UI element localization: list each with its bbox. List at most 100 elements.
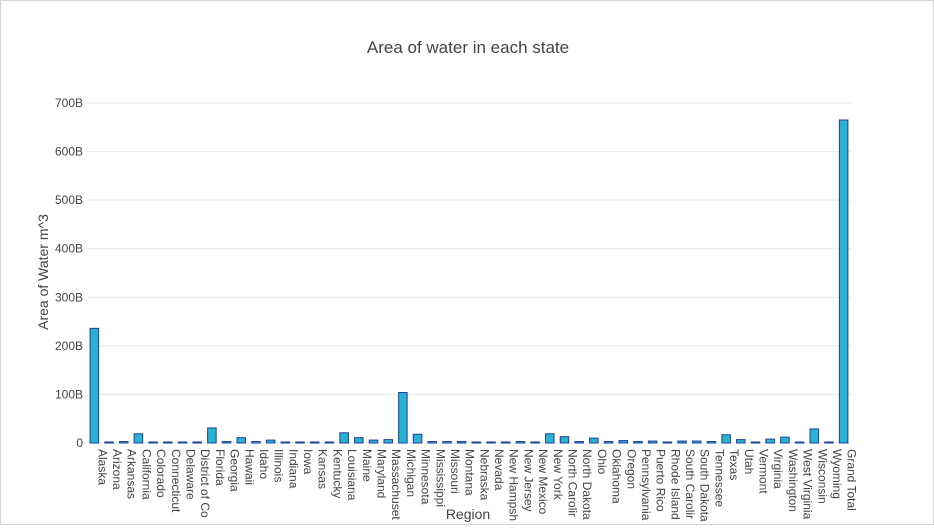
x-axis: Alaska Arizona Arkansas California Colorado C… — [95, 449, 858, 522]
x-tick-label: South Carolir — [683, 449, 697, 519]
y-tick-label: 200B — [55, 339, 83, 353]
x-tick-label: Maryland — [375, 449, 389, 498]
y-tick-label: 300B — [55, 290, 83, 304]
bar[interactable] — [780, 436, 790, 444]
bar[interactable] — [104, 441, 114, 444]
bar[interactable] — [633, 441, 643, 444]
x-tick-label: Oregon — [624, 449, 638, 489]
bar[interactable] — [545, 433, 555, 444]
x-tick-label: South Dakota — [698, 449, 712, 522]
bar[interactable] — [574, 441, 584, 444]
bar[interactable] — [265, 439, 276, 444]
x-tick-label: Nebraska — [477, 449, 491, 501]
bar[interactable] — [794, 441, 805, 444]
x-tick-label: Utah — [742, 449, 756, 474]
bar[interactable] — [383, 439, 393, 444]
x-tick-label: Missouri — [448, 449, 462, 494]
bar[interactable] — [721, 434, 731, 444]
bar[interactable] — [824, 441, 834, 444]
bar[interactable] — [412, 433, 423, 444]
x-tick-label: New Mexico — [536, 449, 550, 515]
x-tick-label: Arkansas — [125, 449, 139, 499]
x-tick-label: Rhode Island — [668, 449, 682, 520]
bar[interactable] — [280, 441, 291, 444]
bar[interactable] — [309, 441, 320, 444]
x-tick-label: Kentucky — [330, 449, 344, 498]
bar[interactable] — [118, 441, 129, 444]
bar[interactable] — [559, 436, 570, 444]
grid — [87, 102, 851, 444]
bar[interactable] — [838, 119, 849, 444]
chart-title: Area of water in each state — [367, 38, 569, 57]
bar[interactable] — [618, 440, 629, 444]
bar[interactable] — [486, 441, 496, 444]
bar[interactable] — [295, 441, 305, 444]
y-axis-title: Area of Water m^3 — [35, 214, 51, 330]
x-tick-label: California — [139, 449, 153, 500]
x-tick-label: Wyoming — [830, 449, 844, 499]
bar[interactable] — [662, 441, 673, 444]
x-tick-label: Indiana — [286, 449, 300, 489]
bar[interactable] — [706, 441, 717, 444]
x-tick-label: Florida — [213, 449, 227, 486]
x-tick-label: Mississippi — [433, 449, 447, 507]
bar[interactable] — [89, 327, 100, 444]
bar[interactable] — [163, 441, 173, 444]
bar[interactable] — [354, 437, 364, 444]
bar[interactable] — [236, 437, 247, 444]
bar[interactable] — [148, 441, 158, 444]
bar[interactable] — [736, 439, 746, 444]
x-tick-label: Idaho — [257, 449, 271, 479]
bar[interactable] — [133, 433, 144, 444]
x-tick-label: Grand Total — [845, 449, 859, 511]
bar[interactable] — [427, 441, 438, 444]
x-tick-label: Wisconsin — [815, 449, 829, 504]
bar[interactable] — [515, 441, 526, 444]
bar[interactable] — [647, 440, 658, 444]
x-tick-label: Puerto Rico — [654, 449, 668, 512]
x-tick-label: West Virginia — [801, 449, 815, 520]
bar[interactable] — [471, 441, 482, 444]
bar[interactable] — [339, 432, 349, 444]
bar[interactable] — [589, 437, 599, 444]
bar[interactable] — [809, 428, 820, 444]
bar[interactable] — [207, 427, 217, 444]
bar[interactable] — [251, 441, 261, 444]
x-tick-label: Montana — [463, 449, 477, 496]
y-tick-label: 100B — [55, 387, 83, 401]
x-tick-label: Alaska — [95, 449, 109, 485]
x-tick-label: Colorado — [154, 449, 168, 498]
y-axis: 0 100B 200B 300B 400B 500B 600B 700B — [55, 96, 83, 450]
bar[interactable] — [677, 440, 687, 444]
x-tick-label: Texas — [727, 449, 741, 480]
x-tick-label: New Hampsh — [507, 449, 521, 521]
y-tick-label: 400B — [55, 242, 83, 256]
bar[interactable] — [324, 441, 335, 444]
x-tick-label: Vermont — [757, 449, 771, 494]
bar[interactable] — [456, 441, 467, 444]
y-tick-label: 600B — [55, 145, 83, 159]
x-tick-label: Illinois — [272, 449, 286, 482]
x-tick-label: Massachuset — [389, 449, 403, 520]
bar[interactable] — [192, 441, 202, 444]
x-tick-label: Virginia — [771, 449, 785, 489]
bar[interactable] — [500, 441, 511, 444]
x-tick-label: Arizona — [110, 449, 124, 490]
bar[interactable] — [765, 438, 775, 444]
x-tick-label: New Jersey — [521, 449, 535, 512]
bar[interactable] — [442, 441, 452, 444]
x-tick-label: Maine — [360, 449, 374, 482]
bar[interactable] — [750, 441, 761, 444]
bar[interactable] — [221, 441, 232, 444]
bar[interactable] — [368, 439, 379, 444]
bar[interactable] — [691, 440, 702, 444]
x-tick-label: Ohio — [595, 449, 609, 475]
x-tick-label: Oklahoma — [610, 449, 624, 504]
x-tick-label: New York — [551, 449, 565, 501]
bar[interactable] — [530, 441, 540, 444]
x-tick-label: Delaware — [184, 449, 198, 500]
bar[interactable] — [603, 441, 614, 444]
bar[interactable] — [398, 391, 408, 444]
bar[interactable] — [177, 441, 188, 444]
